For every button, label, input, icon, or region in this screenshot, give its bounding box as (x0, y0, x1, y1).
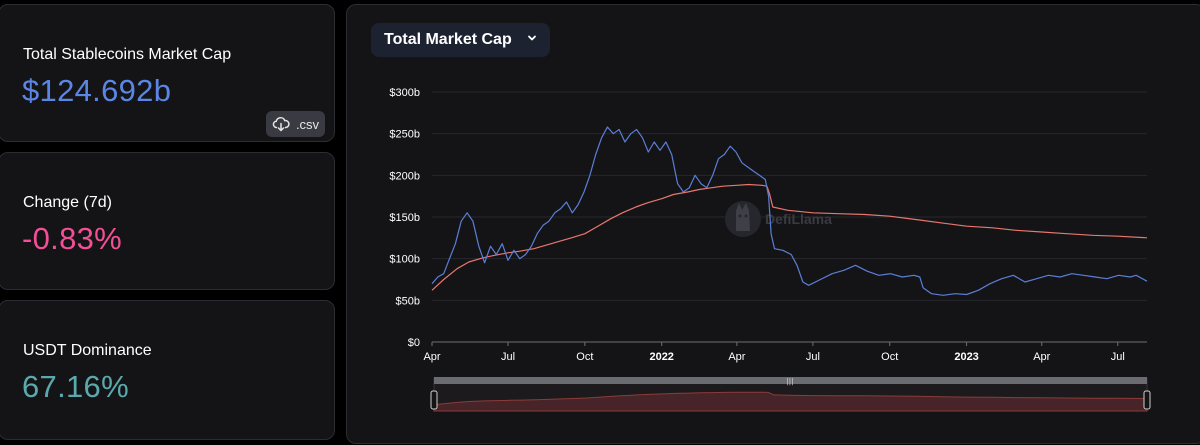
x-tick-label: 2022 (649, 351, 673, 363)
x-tick-label: Apr (1033, 351, 1050, 363)
market-cap-value: $124.692b (22, 73, 172, 108)
y-tick-label: $50b (396, 295, 420, 307)
brush-handle-bar[interactable] (434, 377, 1147, 384)
dominance-value: 67.16% (22, 369, 129, 404)
y-tick-label: $100b (389, 254, 420, 266)
cloud-download-icon (272, 116, 290, 132)
defillama-watermark: DefiLlama (725, 201, 832, 237)
x-tick-label: Apr (423, 351, 440, 363)
x-tick-label: Oct (576, 351, 593, 363)
chevron-down-icon (528, 35, 536, 41)
brush-grip-icon[interactable]: ||| (786, 378, 793, 386)
axes: $0 $50b $100b $150b $200b $250b $300b Apr Jul Oct… (389, 87, 1124, 363)
market-cap-chart: DefiLlama $0 $50b $100b $150b $200b $250b $300… (389, 87, 1151, 412)
chart-card: DefiLlama $0 $50b $100b $150b $200b $250b $300… (346, 4, 1200, 444)
market-cap-label: Total Stablecoins Market Cap (23, 46, 232, 63)
csv-label: .csv (295, 116, 320, 132)
dominance-card: USDT Dominance 67.16% (0, 300, 335, 440)
metric-dropdown[interactable]: Total Market Cap (371, 23, 550, 57)
series (431, 126, 1148, 296)
change-card: Change (7d) -0.83% (0, 152, 335, 290)
x-tick-label: Oct (881, 351, 898, 363)
market-cap-card: Total Stablecoins Market Cap $124.692b .… (0, 4, 335, 142)
y-tick-label: $0 (408, 337, 420, 349)
series-line-1 (431, 183, 1148, 291)
x-tick-label: Jul (1111, 351, 1125, 363)
brush-overview-area (433, 391, 1148, 412)
x-tick-label: Jul (501, 351, 515, 363)
y-tick-label: $250b (389, 129, 420, 141)
brush-right-handle[interactable] (1143, 390, 1151, 410)
dominance-label: USDT Dominance (23, 342, 152, 359)
watermark-text: DefiLlama (765, 211, 832, 227)
download-csv-button[interactable]: .csv (266, 111, 325, 137)
y-tick-label: $200b (389, 170, 420, 182)
brush-left-handle[interactable] (430, 390, 438, 410)
y-tick-label: $300b (389, 87, 420, 99)
series-line-2 (431, 126, 1148, 296)
x-tick-label: Apr (728, 351, 745, 363)
x-tick-label: Jul (806, 351, 820, 363)
y-tick-label: $150b (389, 212, 420, 224)
range-brush[interactable]: ||| (430, 377, 1151, 412)
change-label: Change (7d) (23, 194, 112, 211)
x-tick-label: 2023 (954, 351, 978, 363)
change-value: -0.83% (22, 221, 123, 256)
llama-logo-icon (725, 201, 761, 237)
metric-dropdown-label: Total Market Cap (384, 31, 512, 48)
